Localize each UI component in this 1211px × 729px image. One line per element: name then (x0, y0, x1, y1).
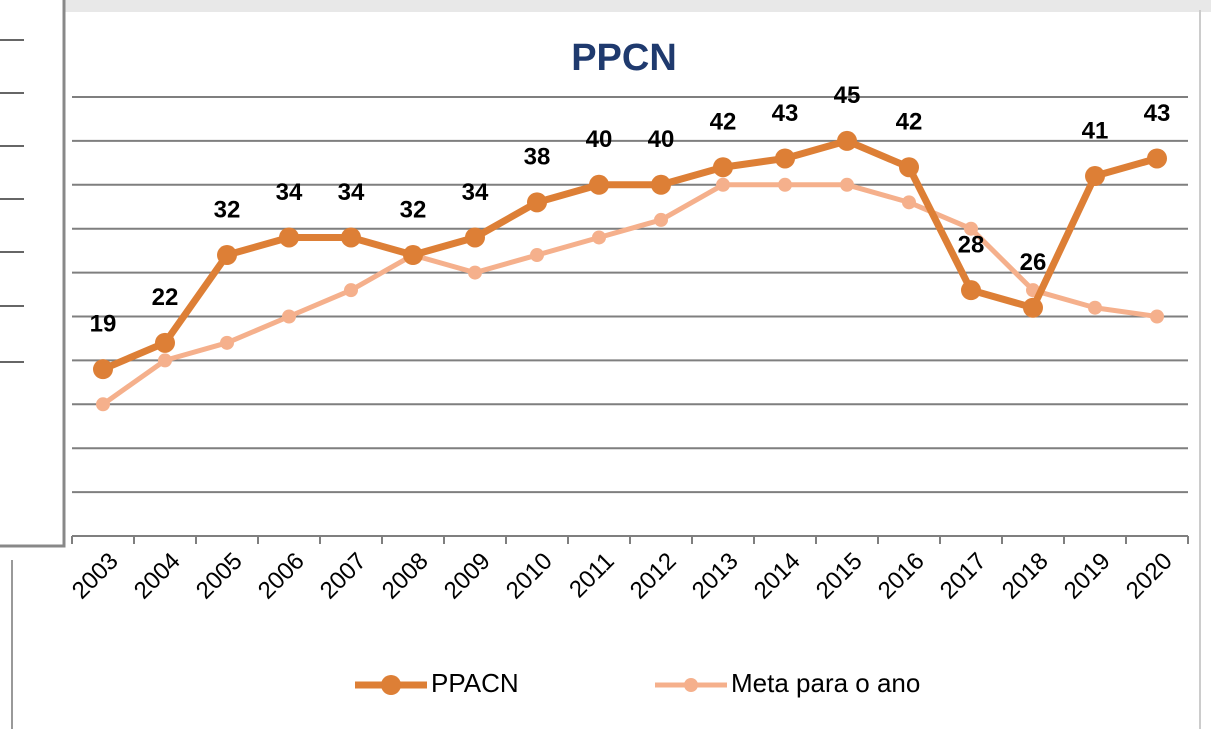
point (651, 174, 671, 195)
point (341, 227, 361, 248)
point (1023, 297, 1043, 318)
data-label: 32 (214, 196, 241, 223)
point (1088, 300, 1102, 315)
data-label: 34 (338, 179, 365, 206)
point (592, 230, 606, 245)
point (468, 265, 482, 280)
point (775, 148, 795, 169)
point (1085, 166, 1105, 187)
point (279, 227, 299, 248)
data-label: 34 (276, 179, 303, 206)
point (217, 245, 237, 266)
point (589, 174, 609, 195)
legend-marker (381, 675, 401, 695)
point (93, 359, 113, 380)
point (527, 192, 547, 213)
point (158, 353, 172, 368)
point (837, 130, 857, 151)
point (1147, 148, 1167, 169)
point (403, 245, 423, 266)
point (964, 221, 978, 236)
line (101, 182, 1158, 407)
legend-label: PPACN (431, 668, 519, 698)
data-label: 32 (400, 196, 427, 223)
point (840, 177, 854, 192)
panel (0, 0, 66, 548)
side-panel (0, 0, 66, 548)
data-label: 19 (90, 311, 117, 338)
data-label: 42 (896, 109, 923, 136)
point (282, 309, 296, 324)
data-label: 26 (1020, 249, 1047, 276)
data-label: 40 (586, 126, 613, 153)
point (778, 177, 792, 192)
series (96, 177, 1164, 412)
data-label: 34 (462, 179, 489, 206)
data-label: 38 (524, 144, 551, 171)
data-label: 41 (1082, 117, 1109, 144)
point (465, 227, 485, 248)
data-label: 45 (834, 82, 861, 109)
point (716, 177, 730, 192)
point (530, 248, 544, 263)
point (96, 397, 110, 412)
point (713, 157, 733, 178)
legend-marker (684, 678, 698, 692)
series: 19 22 32 34 34 32 34 38 40 40 42 43 45 42 28 26 41 43 (90, 82, 1171, 380)
legend-label: Meta para o ano (731, 668, 920, 698)
point (1150, 309, 1164, 324)
data-label: 40 (648, 126, 675, 153)
data-label: 22 (152, 284, 179, 311)
data-label: 28 (958, 232, 985, 259)
point (220, 335, 234, 350)
point (961, 280, 981, 301)
point (654, 212, 668, 227)
chart-title: PPCN (571, 37, 677, 79)
data-label: 43 (1144, 100, 1171, 127)
point (155, 332, 175, 353)
point (902, 195, 916, 210)
point (344, 283, 358, 298)
top-bar (62, 0, 1211, 12)
data-label: 42 (710, 109, 737, 136)
data-label: 43 (772, 100, 799, 127)
point (899, 157, 919, 178)
line (101, 137, 1158, 373)
